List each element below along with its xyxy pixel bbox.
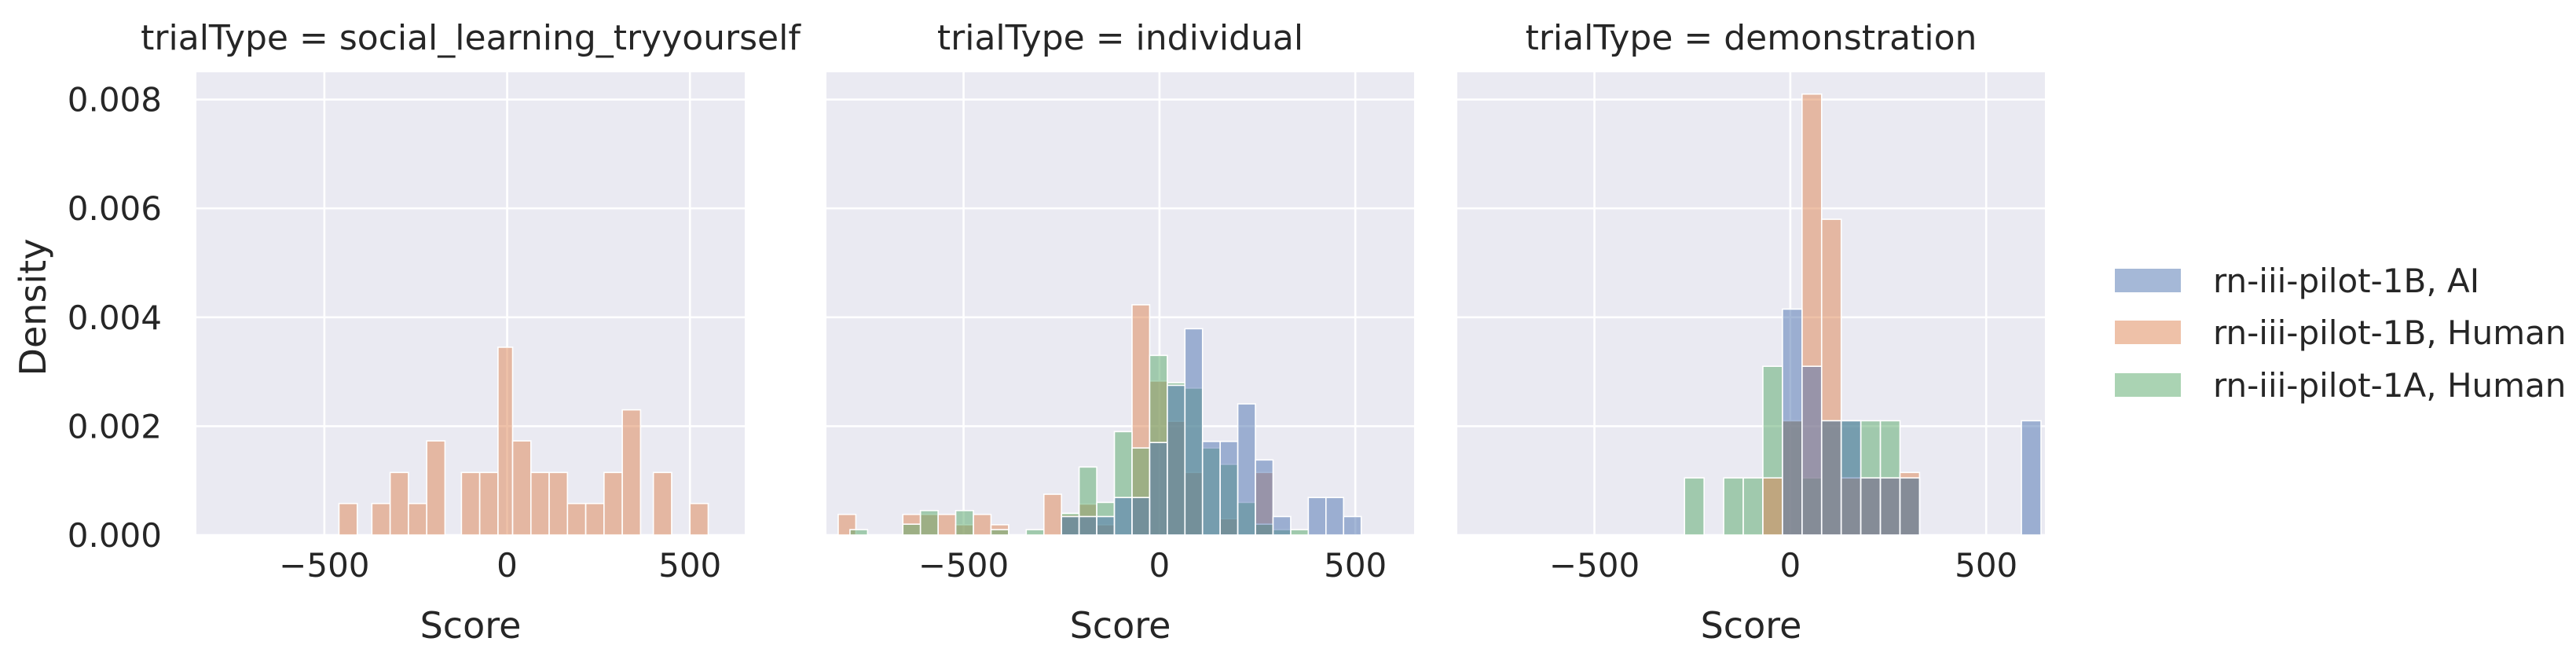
panel-2-bar-rn-iii-pilot-1b-ai — [1096, 515, 1116, 536]
panel-2-bar-rn-iii-pilot-1b-human — [937, 513, 957, 536]
legend-label-ai-1b: rn-iii-pilot-1B, AI — [2213, 262, 2479, 300]
panel-1-bar-rn-iii-pilot-1b-human — [689, 503, 709, 536]
panel-1-bar-rn-iii-pilot-1b-human — [511, 440, 532, 536]
panel-2-bar-rn-iii-pilot-1b-human — [973, 513, 992, 536]
panel-2-bar-rn-iii-pilot-1b-ai — [1219, 441, 1239, 536]
y-axis-label: Density — [12, 239, 54, 376]
panel-2-bar-rn-iii-pilot-1b-ai — [1272, 515, 1292, 536]
panel-1-bar-rn-iii-pilot-1b-human — [529, 471, 550, 536]
panel-1-y-tick-label: 0.004 — [68, 299, 162, 337]
panel-2-x-tick-label: 500 — [1324, 546, 1387, 585]
panel-1-bar-rn-iii-pilot-1b-human — [338, 503, 358, 536]
panel-2-bar-rn-iii-pilot-1a-human — [919, 510, 939, 536]
panel-2-bar-rn-iii-pilot-1a-human — [1025, 529, 1045, 536]
panel-1-bar-rn-iii-pilot-1b-human — [548, 471, 569, 536]
panel-2-bar-rn-iii-pilot-1b-ai — [1167, 384, 1186, 536]
panel-2-bar-rn-iii-pilot-1b-ai — [1078, 515, 1097, 536]
panel-3-x-axis-label: Score — [1701, 604, 1802, 647]
panel-2-bar-rn-iii-pilot-1b-ai — [1113, 497, 1133, 536]
panel-3: trialType = demonstration −500 0 500 Score — [1457, 18, 2045, 647]
panel-3-x-tick-label: 500 — [1955, 546, 2017, 585]
legend: rn-iii-pilot-1B, AI rn-iii-pilot-1B, Hum… — [2115, 262, 2567, 405]
panel-2-bar-rn-iii-pilot-1b-ai — [1061, 515, 1080, 536]
panel-1-bar-rn-iii-pilot-1b-human — [408, 503, 427, 536]
panel-2-bar-rn-iii-pilot-1a-human — [849, 529, 869, 536]
panel-2-bar-rn-iii-pilot-1a-human — [990, 529, 1010, 536]
panel-2-bar-rn-iii-pilot-1a-human — [955, 510, 974, 536]
panel-1-y-tick-labels: 0.000 0.002 0.004 0.006 0.008 — [68, 81, 162, 555]
panel-1-y-tick-label: 0.002 — [68, 407, 162, 446]
panel-3-bar-rn-iii-pilot-1b-human — [1762, 477, 1783, 536]
panel-2-bar-rn-iii-pilot-1b-human — [1042, 493, 1063, 536]
panel-1-bar-rn-iii-pilot-1b-human — [426, 440, 446, 536]
legend-label-human-1b: rn-iii-pilot-1B, Human — [2213, 314, 2567, 352]
panel-2-bar-rn-iii-pilot-1b-ai — [1255, 459, 1274, 536]
panel-3-bars — [1684, 93, 2042, 536]
panel-2-bars — [837, 304, 1362, 536]
panel-3-bar-rn-iii-pilot-1b-ai — [1820, 420, 1842, 536]
panel-2-bar-rn-iii-pilot-1b-ai — [1201, 441, 1221, 536]
panel-3-x-tick-label: −500 — [1549, 546, 1640, 585]
panel-3-bar-rn-iii-pilot-1b-ai — [1860, 477, 1882, 536]
panel-2-bar-rn-iii-pilot-1b-ai — [1149, 442, 1168, 536]
panel-2-title: trialType = individual — [937, 18, 1303, 58]
panel-1-bar-rn-iii-pilot-1b-human — [652, 471, 672, 536]
panel-3-bar-rn-iii-pilot-1a-human — [1742, 477, 1764, 536]
panel-1-y-tick-label: 0.008 — [68, 81, 162, 119]
panel-3-bar-rn-iii-pilot-1b-ai — [1840, 420, 1862, 536]
panel-2-x-tick-labels: −500 0 500 — [918, 546, 1387, 585]
legend-swatch-ai-1b — [2115, 269, 2181, 292]
panel-2: trialType = individual −500 0 500 Score — [826, 18, 1414, 647]
panel-1-bar-rn-iii-pilot-1b-human — [584, 503, 605, 536]
panel-2-x-axis-label: Score — [1070, 604, 1171, 647]
panel-1-bar-rn-iii-pilot-1b-human — [621, 409, 642, 536]
panel-2-bar-rn-iii-pilot-1b-ai — [1184, 328, 1204, 536]
panel-2-bar-rn-iii-pilot-1a-human — [1290, 529, 1310, 536]
panel-3-plot-area — [1457, 72, 2045, 535]
panel-2-bar-rn-iii-pilot-1b-ai — [1307, 497, 1327, 536]
panel-3-bar-rn-iii-pilot-1a-human — [1723, 477, 1744, 536]
panel-1-x-tick-label: −500 — [279, 546, 369, 585]
panel-2-bar-rn-iii-pilot-1a-human — [902, 523, 922, 536]
panel-1: trialType = social_learning_tryyourself … — [68, 18, 802, 647]
panel-1-bar-rn-iii-pilot-1b-human — [460, 471, 481, 536]
panel-2-bar-rn-iii-pilot-1b-ai — [1343, 515, 1362, 536]
panel-1-x-tick-labels: −500 0 500 — [279, 546, 721, 585]
panel-1-plot-area — [196, 72, 745, 535]
panel-1-bar-rn-iii-pilot-1b-human — [389, 471, 409, 536]
panel-1-y-tick-label: 0.000 — [68, 516, 162, 555]
panel-2-bar-rn-iii-pilot-1b-ai — [1237, 403, 1256, 536]
panel-1-x-tick-label: 500 — [658, 546, 721, 585]
legend-label-human-1a: rn-iii-pilot-1A, Human — [2213, 366, 2566, 405]
panel-2-x-tick-label: −500 — [918, 546, 1009, 585]
panel-3-x-tick-label: 0 — [1779, 546, 1801, 585]
panel-1-bars — [338, 346, 709, 536]
panel-3-bar-rn-iii-pilot-1b-ai — [1801, 365, 1823, 536]
panel-2-x-tick-label: 0 — [1149, 546, 1170, 585]
panel-1-x-tick-label: 0 — [497, 546, 518, 585]
panel-2-bar-rn-iii-pilot-1b-ai — [1131, 497, 1151, 536]
panel-1-x-axis-label: Score — [420, 604, 522, 647]
panel-3-title: trialType = demonstration — [1526, 18, 1977, 58]
panel-2-bar-rn-iii-pilot-1b-ai — [1325, 497, 1345, 536]
panel-1-title: trialType = social_learning_tryyourself — [141, 18, 801, 58]
panel-1-bar-rn-iii-pilot-1b-human — [497, 346, 514, 536]
panel-1-gridlines — [196, 72, 745, 537]
panel-3-bar-rn-iii-pilot-1b-ai — [2021, 420, 2042, 536]
panel-1-bar-rn-iii-pilot-1b-human — [603, 471, 623, 536]
panel-1-y-tick-label: 0.006 — [68, 189, 162, 228]
panel-1-bar-rn-iii-pilot-1b-human — [566, 503, 587, 536]
panel-1-bar-rn-iii-pilot-1b-human — [371, 503, 391, 536]
panel-3-bar-rn-iii-pilot-1b-ai — [1899, 477, 1921, 536]
legend-swatch-human-1b — [2115, 321, 2181, 344]
legend-swatch-human-1a — [2115, 373, 2181, 397]
panel-3-bar-rn-iii-pilot-1a-human — [1684, 477, 1705, 536]
panel-3-bar-rn-iii-pilot-1b-ai — [1782, 308, 1803, 536]
panel-3-bar-rn-iii-pilot-1b-ai — [1879, 477, 1901, 536]
panel-3-x-tick-labels: −500 0 500 — [1549, 546, 2017, 585]
panel-1-bar-rn-iii-pilot-1b-human — [478, 471, 499, 536]
